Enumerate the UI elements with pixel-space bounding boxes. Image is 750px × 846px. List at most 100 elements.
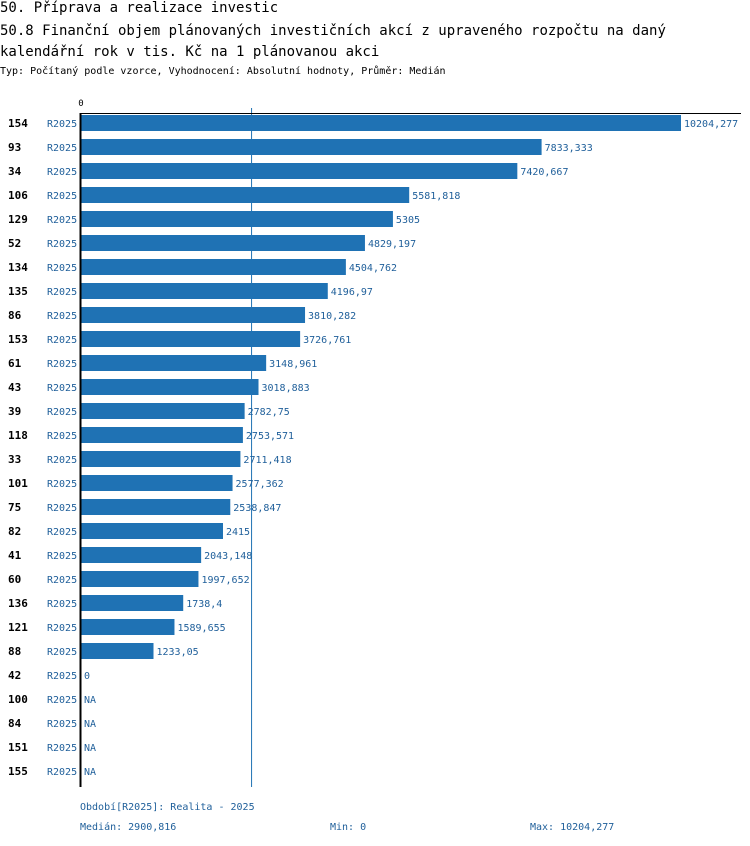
series-label: R2025 xyxy=(47,311,77,322)
row-id-label: 134 xyxy=(8,261,28,274)
bar xyxy=(81,139,542,155)
row-id-label: 118 xyxy=(8,429,28,442)
indicator-title: 50.8 Finanční objem plánovaných investič… xyxy=(0,23,666,60)
row-id-label: 39 xyxy=(8,405,21,418)
value-label: 3018,883 xyxy=(262,383,310,394)
series-label: R2025 xyxy=(47,743,77,754)
bar xyxy=(81,235,365,251)
row-id-label: 60 xyxy=(8,573,21,586)
row-id-label: 42 xyxy=(8,669,21,682)
value-label: 1997,652 xyxy=(201,575,249,586)
bar xyxy=(81,283,328,299)
row-id-label: 88 xyxy=(8,645,21,658)
series-label: R2025 xyxy=(47,695,77,706)
value-label: 4196,97 xyxy=(331,287,373,298)
row-id-label: 86 xyxy=(8,309,22,322)
value-label: 1233,05 xyxy=(157,647,199,658)
series-label: R2025 xyxy=(47,215,77,226)
bar xyxy=(81,523,223,539)
row-id-label: 33 xyxy=(8,453,21,466)
series-label: R2025 xyxy=(47,287,77,298)
series-label: R2025 xyxy=(47,335,77,346)
row-id-label: 34 xyxy=(8,165,22,178)
value-label: 10204,277 xyxy=(684,119,738,130)
value-label: 2577,362 xyxy=(236,479,284,490)
row-id-label: 121 xyxy=(8,621,28,634)
bar xyxy=(81,355,267,371)
row-id-label: 52 xyxy=(8,237,21,250)
bar xyxy=(81,187,410,203)
median-summary: Medián: 2900,816 xyxy=(80,822,177,833)
report-title: 50. Příprava a realizace investic xyxy=(0,0,279,16)
row-id-label: 129 xyxy=(8,213,28,226)
row-id-label: 100 xyxy=(8,693,28,706)
value-label: 3726,761 xyxy=(303,335,351,346)
value-label: NA xyxy=(84,695,96,706)
row-id-label: 151 xyxy=(8,741,28,754)
series-label: R2025 xyxy=(47,431,77,442)
bar xyxy=(81,163,518,179)
axis-zero-label: 0 xyxy=(78,99,83,109)
value-label: NA xyxy=(84,743,96,754)
value-label: 0 xyxy=(84,671,90,682)
bar xyxy=(81,403,245,419)
series-label: R2025 xyxy=(47,719,77,730)
series-label: R2025 xyxy=(47,239,77,250)
series-label: R2025 xyxy=(47,671,77,682)
row-id-label: 136 xyxy=(8,597,28,610)
bar xyxy=(81,643,154,659)
value-label: 5305 xyxy=(396,215,420,226)
row-id-label: 155 xyxy=(8,765,28,778)
value-label: 7833,333 xyxy=(545,143,593,154)
value-label: 1589,655 xyxy=(177,623,225,634)
row-id-label: 135 xyxy=(8,285,28,298)
bar xyxy=(81,259,346,275)
row-id-label: 82 xyxy=(8,525,21,538)
series-label: R2025 xyxy=(47,359,77,370)
bar xyxy=(81,595,184,611)
series-label: R2025 xyxy=(47,119,77,130)
value-label: 2415 xyxy=(226,527,250,538)
row-id-label: 75 xyxy=(8,501,21,514)
value-label: 7420,667 xyxy=(520,167,568,178)
series-label: R2025 xyxy=(47,551,77,562)
series-label: R2025 xyxy=(47,575,77,586)
bar xyxy=(81,307,306,323)
series-label: R2025 xyxy=(47,647,77,658)
value-label: 2753,571 xyxy=(246,431,294,442)
bar xyxy=(81,499,231,515)
bar xyxy=(81,331,301,347)
bar xyxy=(81,115,681,131)
value-label: 2538,847 xyxy=(233,503,281,514)
min-summary: Min: 0 xyxy=(330,822,367,833)
series-label: R2025 xyxy=(47,623,77,634)
type-description: Typ: Počítaný podle vzorce, Vyhodnocení:… xyxy=(0,66,446,77)
row-id-label: 153 xyxy=(8,333,28,346)
series-label: R2025 xyxy=(47,383,77,394)
series-label: R2025 xyxy=(47,527,77,538)
value-label: 4504,762 xyxy=(349,263,397,274)
value-label: 1738,4 xyxy=(186,599,222,610)
series-label: R2025 xyxy=(47,191,77,202)
row-id-label: 43 xyxy=(8,381,21,394)
value-label: NA xyxy=(84,719,96,730)
max-summary: Max: 10204,277 xyxy=(530,822,615,833)
row-id-label: 154 xyxy=(8,117,28,130)
series-label: R2025 xyxy=(47,407,77,418)
bar xyxy=(81,211,393,227)
series-label: R2025 xyxy=(47,167,77,178)
value-label: 3148,961 xyxy=(269,359,317,370)
bar xyxy=(81,571,199,587)
series-label: R2025 xyxy=(47,455,77,466)
value-label: 4829,197 xyxy=(368,239,416,250)
value-label: 2782,75 xyxy=(248,407,290,418)
series-label: R2025 xyxy=(47,143,77,154)
period-legend: Období[R2025]: Realita - 2025 xyxy=(80,802,255,813)
row-id-label: 101 xyxy=(8,477,28,490)
row-id-label: 41 xyxy=(8,549,22,562)
value-label: 5581,818 xyxy=(412,191,460,202)
series-label: R2025 xyxy=(47,479,77,490)
row-id-label: 93 xyxy=(8,141,21,154)
value-label: NA xyxy=(84,767,96,778)
